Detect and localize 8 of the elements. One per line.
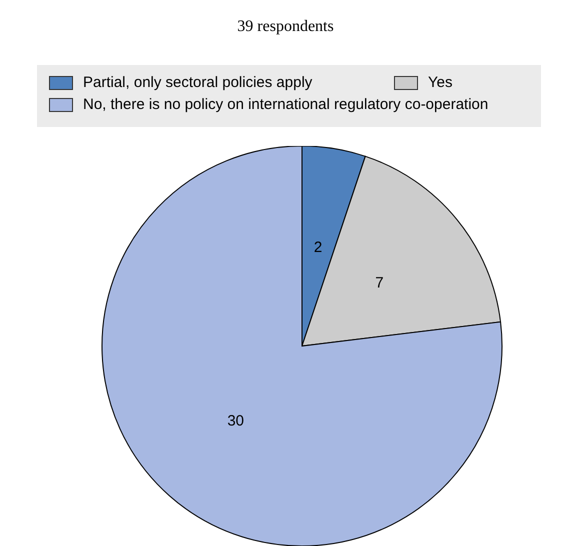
legend-label: Yes (427, 74, 452, 91)
data-label: 30 (227, 412, 244, 430)
data-label: 2 (314, 238, 322, 256)
data-label: 7 (375, 274, 384, 292)
pie-slice (102, 146, 502, 546)
legend-label: No, there is no policy on international regulatory co-operation (82, 95, 490, 115)
chart-title: 39 respondents (236, 18, 335, 36)
legend-label: Partial, only sectoral policies apply (82, 73, 314, 93)
